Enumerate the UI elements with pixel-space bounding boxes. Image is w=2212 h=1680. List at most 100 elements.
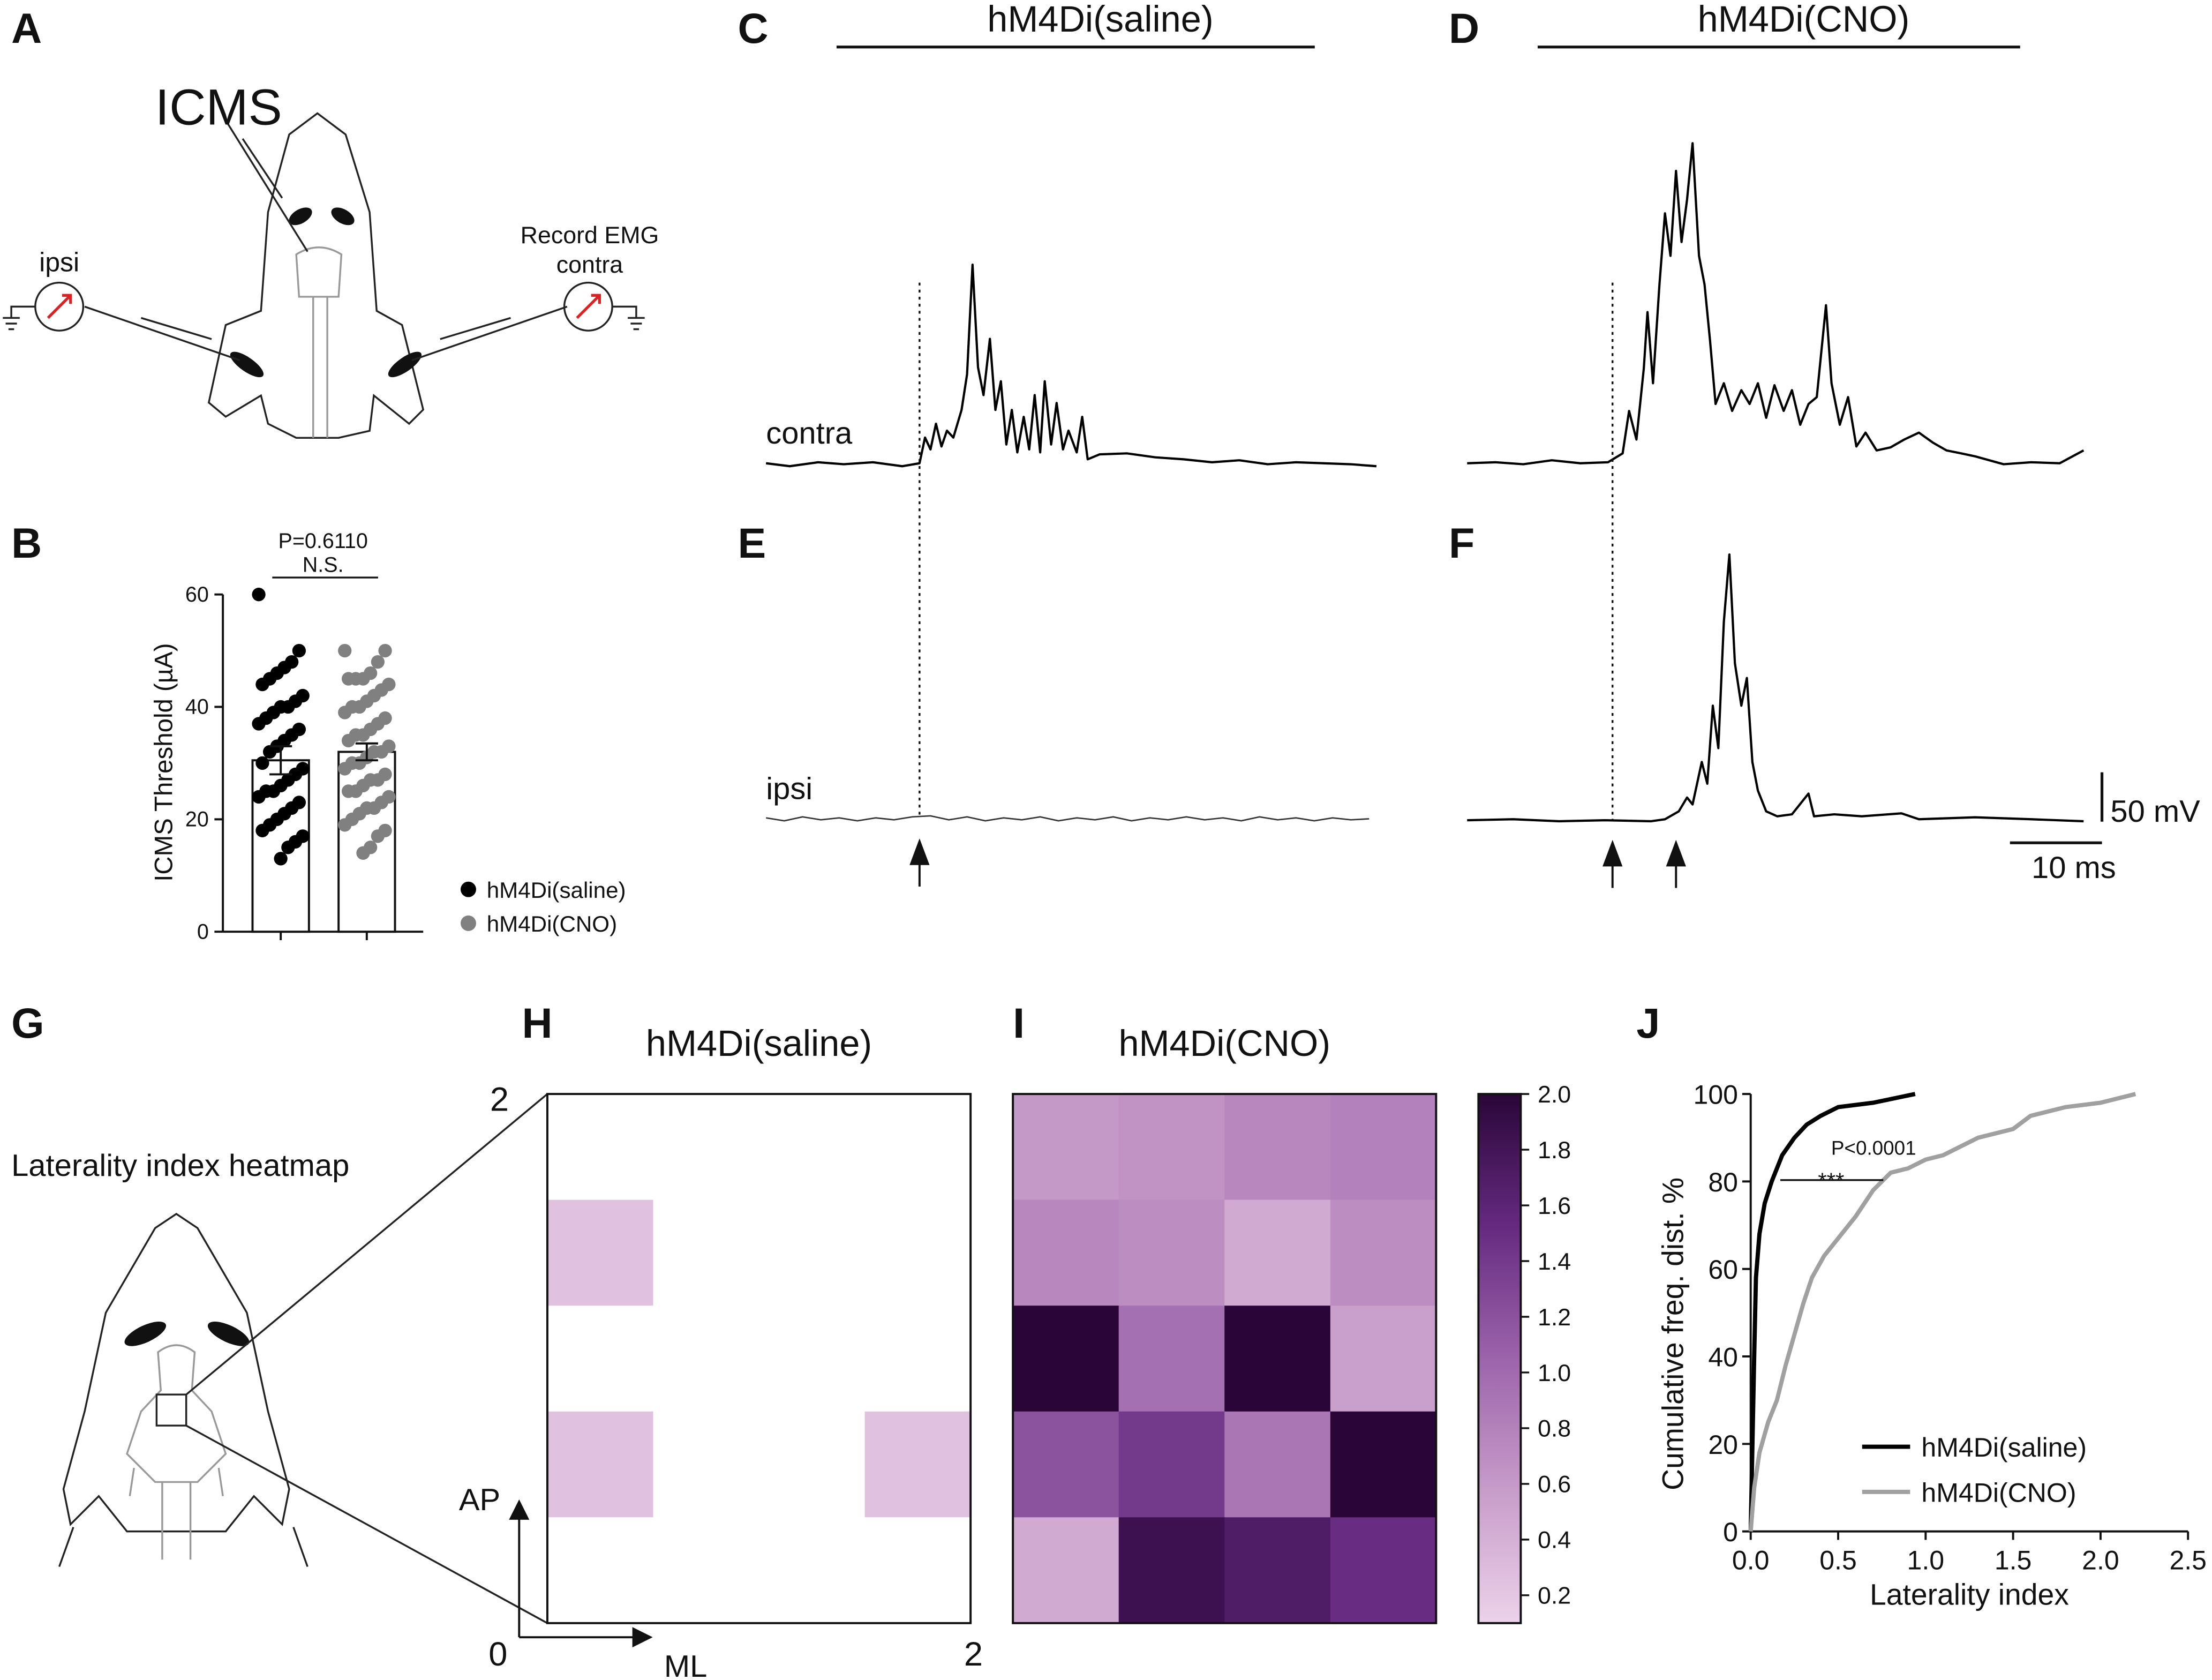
panel-label: J xyxy=(1636,999,1660,1047)
panel-label: G xyxy=(11,999,44,1047)
cdf-line xyxy=(1748,1092,2136,1532)
y-tick-label: 60 xyxy=(1708,1255,1738,1285)
heatmap-cell xyxy=(759,1094,866,1201)
heatmap-cell xyxy=(759,1306,866,1413)
data-point xyxy=(338,818,352,832)
colorbar-tick-label: 1.6 xyxy=(1538,1192,1571,1219)
heatmap-border xyxy=(1012,1093,1438,1624)
heatmap-cell xyxy=(1330,1306,1437,1413)
emg-trace xyxy=(1467,142,2085,466)
cdf-line xyxy=(1748,1092,1916,1532)
data-point xyxy=(255,677,269,692)
colorbar-tick-label: 0.2 xyxy=(1538,1582,1571,1609)
heatmap-cell xyxy=(547,1094,654,1201)
heatmap-cell xyxy=(1330,1517,1437,1624)
colorbar-tick-label: 1.0 xyxy=(1538,1360,1571,1386)
heatmap-title: hM4Di(CNO) xyxy=(1118,1023,1330,1064)
heatmap-cell xyxy=(653,1094,760,1201)
y-axis-label: ICMS Threshold (µA) xyxy=(149,643,178,881)
data-point xyxy=(252,717,266,731)
colorbar-tick-label: 1.4 xyxy=(1538,1248,1571,1275)
data-point xyxy=(371,655,385,669)
legend-label: hM4Di(saline) xyxy=(1921,1432,2087,1462)
y-tick-label: 100 xyxy=(1694,1080,1738,1110)
data-point xyxy=(338,762,352,776)
heatmap-cell xyxy=(864,1411,972,1518)
heatmap-cell xyxy=(1118,1517,1225,1624)
heatmap-cell xyxy=(1013,1306,1120,1413)
data-point xyxy=(252,588,266,602)
heatmap-cell xyxy=(1224,1411,1331,1518)
trace-title: hM4Di(saline) xyxy=(987,0,1213,40)
x-tick-label: 0 xyxy=(488,1636,507,1673)
panel-label: H xyxy=(522,999,553,1047)
significance: N.S. xyxy=(303,553,344,577)
heatmap-cell xyxy=(1330,1199,1437,1307)
x-tick-label: 1.0 xyxy=(1907,1546,1945,1576)
data-point xyxy=(371,829,385,843)
error-bar xyxy=(269,745,292,776)
x-tick-label: 2.5 xyxy=(2169,1546,2207,1576)
heatmap-cell xyxy=(1118,1094,1225,1201)
trace-label: contra xyxy=(766,416,853,451)
emg-trace xyxy=(765,264,1377,468)
stimulus-arrow xyxy=(909,838,930,887)
emg-trace xyxy=(766,815,1370,822)
y-tick-label: 20 xyxy=(1708,1430,1738,1460)
heatmap-cell xyxy=(653,1517,760,1624)
error-bar xyxy=(355,742,378,762)
data-point xyxy=(378,643,392,658)
heatmap-cell xyxy=(864,1199,972,1307)
data-point xyxy=(252,790,266,804)
heatmap-cell xyxy=(1013,1199,1120,1307)
y-tick-label: 0 xyxy=(197,920,209,943)
x-tick-label: 0.5 xyxy=(1819,1546,1857,1576)
diagram-a: ICMS ipsi Record EMG contra xyxy=(3,79,659,439)
y-axis-label: AP xyxy=(459,1483,500,1517)
heatmap-cell xyxy=(1330,1411,1437,1518)
heatmap-cell xyxy=(1224,1306,1331,1413)
heatmap-cell xyxy=(653,1411,760,1518)
panel-label: F xyxy=(1449,519,1474,567)
data-point xyxy=(341,672,356,686)
heatmap-cell xyxy=(1224,1199,1331,1307)
colorbar-tick-label: 1.2 xyxy=(1538,1304,1571,1331)
ipsi-label: ipsi xyxy=(39,248,79,278)
data-point xyxy=(338,706,352,719)
diagram-g: Laterality index heatmap xyxy=(11,1093,548,1624)
colorbar xyxy=(1477,1093,1522,1624)
legend-marker xyxy=(460,881,476,897)
heatmap-cell xyxy=(1013,1411,1120,1518)
heatmap-cell xyxy=(547,1517,654,1624)
heatmap-cell xyxy=(653,1306,760,1413)
x-axis-label: Laterality index xyxy=(1870,1578,2069,1611)
y-tick-label: 40 xyxy=(1708,1342,1738,1372)
heatmap-cell xyxy=(864,1094,972,1201)
data-point xyxy=(356,846,370,860)
scale-bar-x-label: 10 ms xyxy=(2032,851,2116,885)
y-tick-label: 20 xyxy=(185,808,209,831)
trace-label: ipsi xyxy=(766,772,812,806)
stimulus-arrow xyxy=(1666,839,1686,888)
panel-label: A xyxy=(11,4,42,52)
icms-label: ICMS xyxy=(155,79,282,136)
record-label: Record EMG xyxy=(521,222,659,249)
heatmap-cell xyxy=(864,1306,972,1413)
heatmap-cell xyxy=(1118,1306,1225,1413)
panel-label: E xyxy=(738,519,766,567)
heatmap-cell xyxy=(1224,1094,1331,1201)
heatmap-cell xyxy=(547,1411,654,1518)
y-tick-label: 40 xyxy=(185,695,209,719)
panel-label: I xyxy=(1013,999,1025,1047)
trace-title: hM4Di(CNO) xyxy=(1698,0,1910,40)
ml-arrow xyxy=(519,1627,653,1648)
heatmap-cell xyxy=(1118,1411,1225,1518)
y-tick-label: 0 xyxy=(1723,1517,1738,1547)
heatmap-title: hM4Di(saline) xyxy=(646,1023,872,1064)
heatmap-border xyxy=(546,1093,972,1624)
data-point xyxy=(338,643,352,658)
stimulus-arrow xyxy=(1602,839,1623,888)
heatmap-cell xyxy=(1013,1517,1120,1624)
data-point xyxy=(274,852,288,866)
heatmap-cell xyxy=(1330,1094,1437,1201)
